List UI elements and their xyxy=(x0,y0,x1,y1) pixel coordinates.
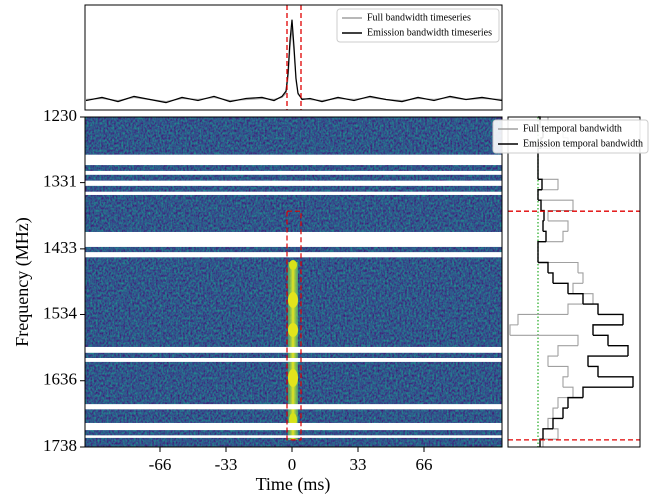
spectrum-step xyxy=(568,292,584,305)
spectrum-step xyxy=(542,220,544,232)
x-tick-label: -33 xyxy=(215,455,238,474)
spectrum-step xyxy=(567,396,583,409)
spectrum-step xyxy=(548,365,569,377)
masked-band xyxy=(85,252,502,258)
spectrum-step xyxy=(509,324,518,336)
spectrum-step xyxy=(547,209,573,221)
masked-band xyxy=(85,231,502,247)
spectrum-step xyxy=(588,365,599,377)
masked-band xyxy=(85,154,502,166)
spectrum-step xyxy=(541,209,545,221)
y-tick-label: 1738 xyxy=(43,436,77,455)
masked-band xyxy=(85,435,502,438)
y-tick-label: 1534 xyxy=(43,303,78,322)
spectrum-step xyxy=(557,345,578,357)
masked-band xyxy=(85,422,502,431)
y-tick-label: 1433 xyxy=(43,238,77,257)
spectrum-step xyxy=(552,417,563,429)
panel-frame xyxy=(507,116,641,448)
legend-label: Full temporal bandwidth xyxy=(523,123,622,134)
spectrum-step xyxy=(562,230,568,242)
spectrum-step xyxy=(593,334,609,346)
spectrum-step xyxy=(538,178,543,190)
legend-box xyxy=(492,119,649,154)
spectrum-step xyxy=(537,241,563,253)
masked-band xyxy=(85,346,502,353)
spectrum-step xyxy=(562,407,568,419)
x-tick-label: 0 xyxy=(288,455,297,474)
spectrum-step xyxy=(562,376,568,388)
spectrum-step xyxy=(543,230,547,242)
spectrum-step xyxy=(587,355,628,367)
legend-label: Full bandwidth timeseries xyxy=(367,12,471,23)
spectrum-step xyxy=(548,220,569,232)
spectrum-step xyxy=(542,428,553,440)
y-tick-label: 1331 xyxy=(43,172,77,191)
legend-label: Emission temporal bandwidth xyxy=(523,138,643,149)
spectrum-step xyxy=(598,376,634,388)
masked-band xyxy=(85,180,502,186)
spectrum-step xyxy=(517,313,568,325)
y-tick-label: 1230 xyxy=(43,106,77,125)
spectrum-step xyxy=(572,282,583,294)
panel-frame xyxy=(84,4,503,111)
spectrum-step xyxy=(563,386,574,398)
spectrum-step xyxy=(547,355,558,367)
spectrum-step xyxy=(552,407,558,419)
spectrum-step xyxy=(582,386,633,398)
masked-band xyxy=(85,404,502,410)
x-tick-label: 33 xyxy=(350,455,367,474)
spectrum-step xyxy=(538,261,579,273)
spectrum-step xyxy=(592,324,623,336)
timeseries-line xyxy=(85,19,503,104)
spectrum-step xyxy=(548,272,554,284)
x-tick-label: 66 xyxy=(416,455,433,474)
legend-box xyxy=(336,8,500,43)
emission-box xyxy=(286,210,302,441)
spectrum-step xyxy=(537,241,546,253)
y-tick-label: 1636 xyxy=(43,370,77,389)
x-tick-label: -66 xyxy=(149,455,172,474)
spectrum-step xyxy=(547,417,553,429)
x-axis-label: Time (ms) xyxy=(256,474,331,495)
legend-label: Emission bandwidth timeseries xyxy=(367,27,492,38)
spectrum-step xyxy=(548,428,559,440)
masked-band xyxy=(85,358,502,362)
spectrum-step xyxy=(598,313,624,325)
spectrum-step xyxy=(538,199,542,211)
panel-frame xyxy=(84,116,503,448)
spectrum-step xyxy=(557,397,573,409)
spectrum-step xyxy=(538,199,574,211)
spectrum-step xyxy=(538,261,549,273)
spectrum-step xyxy=(537,189,558,201)
spectrum-step xyxy=(578,272,584,284)
spectrum-step xyxy=(510,334,579,346)
masked-band xyxy=(85,191,502,195)
spectrum-step xyxy=(538,178,559,190)
spectrum-step xyxy=(537,189,542,201)
spectrum-step xyxy=(583,303,599,315)
spectrum-step xyxy=(567,303,593,315)
y-axis-label: Frequency (MHz) xyxy=(12,217,33,346)
masked-band xyxy=(85,170,502,175)
spectrum-step xyxy=(553,282,569,294)
spectrum-step xyxy=(608,344,629,357)
